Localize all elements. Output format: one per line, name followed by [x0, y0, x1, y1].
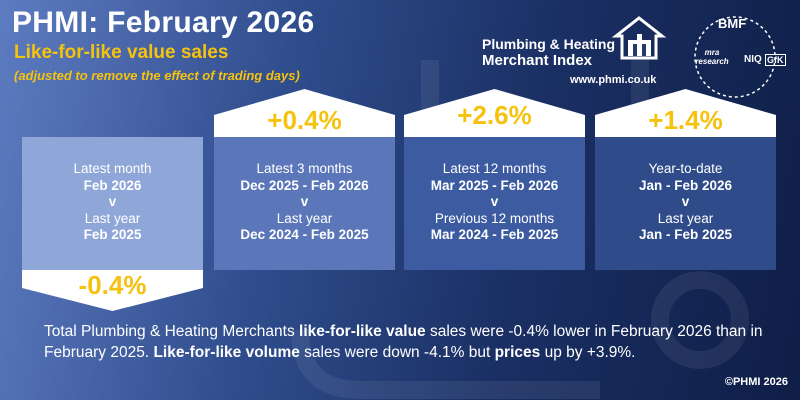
dashed-ring-icon — [694, 16, 776, 98]
card-latest-12-months: Latest 12 months Mar 2025 - Feb 2026 v P… — [404, 137, 585, 270]
card-compare-label: Last year — [657, 210, 714, 226]
partner-logos: BMF mra research NIQ GfK — [690, 12, 786, 102]
page-subtitle: Like-for-like value sales — [14, 42, 229, 63]
card-compare-period: Feb 2025 — [83, 227, 142, 242]
change-value-3-months: +0.4% — [267, 105, 342, 135]
card-compare-label: Last year — [276, 210, 333, 226]
logo-url: www.phmi.co.uk — [570, 74, 657, 86]
summary-part: up by +3.9%. — [540, 344, 636, 361]
card-compare-period: Mar 2024 - Feb 2025 — [430, 227, 559, 242]
card-label: Latest 3 months — [256, 161, 353, 176]
card-label: Year-to-date — [648, 161, 723, 176]
summary-part: Total Plumbing & Heating Merchants — [44, 323, 300, 340]
card-versus: v — [300, 194, 309, 209]
gfk-logo: GfK — [765, 54, 786, 66]
house-pipes-icon — [611, 16, 667, 60]
logo-line-2: Merchant Index — [482, 52, 593, 69]
change-value-12-months: +2.6% — [457, 100, 532, 130]
card-period: Dec 2025 - Feb 2026 — [240, 177, 369, 193]
card-label: Latest month — [73, 161, 152, 176]
change-value-ytd: +1.4% — [648, 105, 723, 135]
card-period: Feb 2026 — [83, 177, 142, 193]
page-note: (adjusted to remove the effect of tradin… — [14, 68, 300, 83]
summary-text: Total Plumbing & Heating Merchants like-… — [44, 321, 784, 363]
summary-bold: Like-for-like volume — [153, 344, 300, 361]
card-versus: v — [108, 194, 117, 209]
card-latest-month: Latest month Feb 2026 v Last year Feb 20… — [22, 137, 203, 270]
card-compare-period: Jan - Feb 2025 — [638, 227, 733, 242]
phmi-logo: Plumbing & Heating Merchant Index www.ph… — [482, 16, 682, 88]
card-versus: v — [681, 194, 690, 209]
summary-bold: like-for-like value — [299, 323, 426, 340]
card-compare-label: Last year — [84, 210, 141, 226]
mra-logo: mra research — [695, 48, 729, 66]
card-period: Jan - Feb 2026 — [638, 177, 733, 193]
card-versus: v — [490, 194, 499, 209]
card-latest-3-months: Latest 3 months Dec 2025 - Feb 2026 v La… — [214, 137, 395, 270]
summary-part: sales were down -4.1% but — [299, 344, 495, 361]
summary-part: sales were -0.4% lower in February 2026 … — [44, 323, 763, 361]
page-title: PHMI: February 2026 — [12, 6, 315, 39]
bmf-logo: BMF — [718, 16, 747, 31]
niq-logo: NIQ — [744, 54, 762, 65]
card-period: Mar 2025 - Feb 2026 — [430, 177, 559, 193]
card-compare-period: Dec 2024 - Feb 2025 — [240, 227, 369, 242]
copyright: ©PHMI 2026 — [724, 376, 788, 388]
card-label: Latest 12 months — [442, 161, 547, 176]
change-value-latest-month: -0.4% — [78, 270, 147, 300]
logo-line-1: Plumbing & Heating — [482, 36, 615, 52]
card-compare-label: Previous 12 months — [434, 210, 555, 226]
summary-bold: prices — [494, 344, 541, 361]
card-year-to-date: Year-to-date Jan - Feb 2026 v Last year … — [595, 137, 776, 270]
